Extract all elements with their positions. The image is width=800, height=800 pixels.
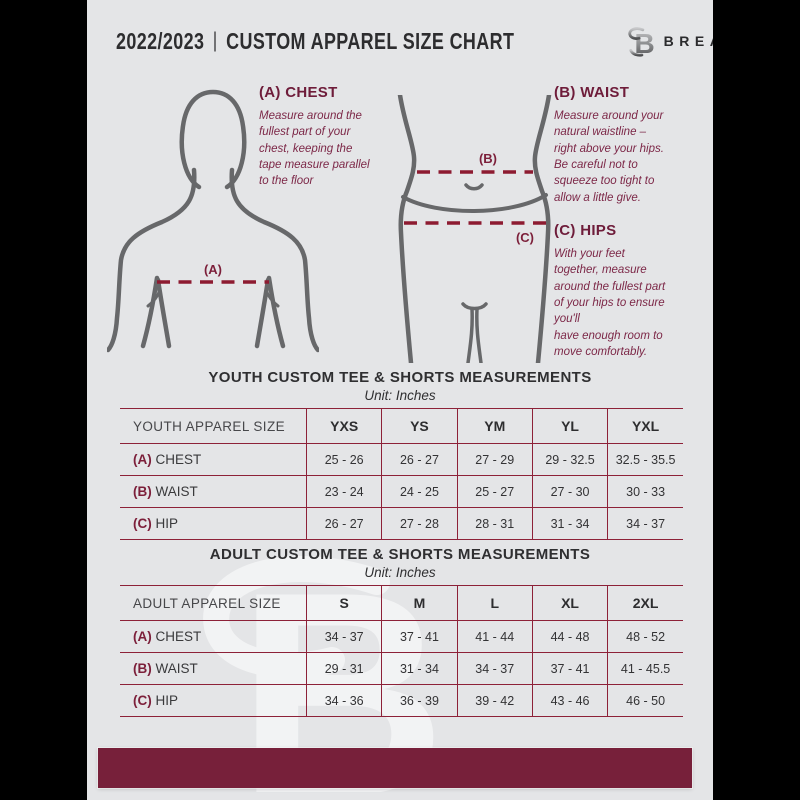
size-column-header: M: [381, 585, 458, 621]
row-letter: (B): [133, 484, 152, 499]
row-letter: (A): [133, 629, 152, 644]
size-column-header: YM: [456, 408, 533, 444]
measurement-value-cell: 28 - 31: [456, 507, 533, 540]
size-column-header: YXL: [607, 408, 683, 444]
measurement-row: (B) WAIST 23 - 24 24 - 25 25 - 27 27 - 30 30 …: [120, 475, 683, 508]
apparel-size-column-header: ADULT APPAREL SIZE: [133, 595, 281, 611]
measurement-row: (C) HIP 34 - 36 36 - 39 39 - 42 43 - 46 46 - …: [120, 684, 683, 717]
measurement-value-cell: 34 - 36: [305, 684, 382, 717]
size-chart-page: B 2022/2023 | CUSTOM APPAREL SIZE CHART …: [87, 0, 713, 800]
measurement-value-cell: 43 - 46: [531, 684, 608, 717]
youth-section-title: YOUTH CUSTOM TEE & SHORTS MEASUREMENTS: [208, 369, 592, 386]
title-year: 2022/2023: [116, 27, 205, 54]
measurement-value-cell: 44 - 48: [531, 620, 608, 653]
measurement-row: (A) CHEST 34 - 37 37 - 41 41 - 44 44 - 48 48 …: [120, 620, 683, 653]
size-column-header: XL: [531, 585, 608, 621]
measurement-value-cell: 31 - 34: [531, 507, 608, 540]
footer-accent-bar: [97, 747, 693, 789]
measurement-row: (B) WAIST 29 - 31 31 - 34 34 - 37 37 - 41 41 …: [120, 652, 683, 685]
size-column-header: YXS: [305, 408, 382, 444]
youth-size-table: YOUTH APPAREL SIZE YXS YS YM YL YXL (A) CHEST 2…: [120, 408, 683, 540]
chest-heading: (A) CHEST: [259, 84, 338, 101]
size-column-header: YS: [381, 408, 458, 444]
measurement-row-label: (C) HIP: [120, 508, 307, 540]
measurement-row-label: (B) WAIST: [120, 653, 307, 685]
hips-line-label: (C): [516, 230, 534, 245]
measurement-value-cell: 24 - 25: [381, 475, 458, 508]
youth-unit-label: Unit: Inches: [364, 388, 436, 403]
row-label-text: WAIST: [151, 484, 198, 499]
adult-unit-label: Unit: Inches: [364, 565, 436, 580]
row-label-text: CHEST: [151, 629, 202, 644]
measurement-value-cell: 27 - 30: [531, 475, 608, 508]
table-header-row: ADULT APPAREL SIZE S M L XL 2XL: [120, 585, 683, 621]
svg-text:B: B: [634, 28, 654, 59]
row-letter: (C): [133, 516, 152, 531]
measurement-value-cell: 41 - 45.5: [607, 652, 683, 685]
measurement-value-cell: 34 - 37: [456, 652, 533, 685]
measurement-value-cell: 23 - 24: [305, 475, 382, 508]
title-text: CUSTOM APPAREL SIZE CHART: [226, 27, 515, 54]
measurement-value-cell: 32.5 - 35.5: [607, 443, 683, 476]
measurement-value-cell: 26 - 27: [381, 443, 458, 476]
apparel-size-column-header: YOUTH APPAREL SIZE: [133, 418, 285, 434]
hips-heading: (C) HIPS: [554, 222, 617, 239]
size-column-header: 2XL: [607, 585, 683, 621]
measurement-row-label: (A) CHEST: [120, 444, 307, 476]
breakaway-b-logo-icon: B: [628, 27, 654, 59]
measurement-value-cell: 29 - 32.5: [531, 443, 608, 476]
measurement-value-cell: 29 - 31: [305, 652, 382, 685]
measurement-value-cell: 31 - 34: [381, 652, 458, 685]
measurement-value-cell: 34 - 37: [305, 620, 382, 653]
row-label-text: HIP: [151, 693, 179, 708]
size-column-header: S: [305, 585, 382, 621]
adult-size-table: ADULT APPAREL SIZE S M L XL 2XL (A) CHEST 34 - …: [120, 585, 683, 717]
hips-instructions: (C) HIPS With your feet together, measur…: [554, 222, 712, 360]
row-label-text: CHEST: [151, 452, 202, 467]
chest-instructions: (A) CHEST Measure around the fullest par…: [259, 84, 405, 190]
lower-body-diagram: (B) (C): [397, 95, 552, 363]
measurement-value-cell: 27 - 29: [456, 443, 533, 476]
measurement-row: (A) CHEST 25 - 26 26 - 27 27 - 29 29 - 32.5 3…: [120, 443, 683, 476]
measurement-value-cell: 37 - 41: [381, 620, 458, 653]
table-header-row: YOUTH APPAREL SIZE YXS YS YM YL YXL: [120, 408, 683, 444]
chest-line-label: (A): [204, 262, 222, 277]
waist-body-text: Measure around your natural waistline – …: [554, 110, 664, 204]
measurement-value-cell: 41 - 44: [456, 620, 533, 653]
waist-line-label: (B): [479, 151, 497, 166]
measurement-value-cell: 48 - 52: [607, 620, 683, 653]
hips-body-text: With your feet together, measure around …: [554, 248, 666, 358]
waist-heading: (B) WAIST: [554, 84, 630, 101]
brand: B BREAKAWAY: [627, 23, 713, 59]
row-letter: (C): [133, 693, 152, 708]
header: 2022/2023 | CUSTOM APPAREL SIZE CHART B …: [116, 20, 713, 62]
row-letter: (A): [133, 452, 152, 467]
measurement-value-cell: 26 - 27: [305, 507, 382, 540]
measurement-value-cell: 36 - 39: [381, 684, 458, 717]
measurement-value-cell: 30 - 33: [607, 475, 683, 508]
measurement-value-cell: 25 - 27: [456, 475, 533, 508]
measurement-value-cell: 46 - 50: [607, 684, 683, 717]
adult-section-title: ADULT CUSTOM TEE & SHORTS MEASUREMENTS: [209, 546, 591, 563]
torso-diagram: (A): [107, 89, 319, 353]
measurement-row-label: (A) CHEST: [120, 621, 307, 653]
measurement-value-cell: 27 - 28: [381, 507, 458, 540]
measurement-value-cell: 37 - 41: [531, 652, 608, 685]
measurement-value-cell: 25 - 26: [305, 443, 382, 476]
measurement-value-cell: 39 - 42: [456, 684, 533, 717]
title-separator: |: [212, 29, 218, 52]
measurement-row-label: (C) HIP: [120, 685, 307, 717]
row-label-text: HIP: [151, 516, 179, 531]
row-letter: (B): [133, 661, 152, 676]
chest-body-text: Measure around the fullest part of your …: [259, 110, 370, 188]
page-title: 2022/2023 | CUSTOM APPAREL SIZE CHART: [116, 28, 514, 55]
brand-name: BREAKAWAY: [663, 33, 713, 49]
measurement-row: (C) HIP 26 - 27 27 - 28 28 - 31 31 - 34 34 - …: [120, 507, 683, 540]
row-label-text: WAIST: [151, 661, 198, 676]
waist-instructions: (B) WAIST Measure around your natural wa…: [554, 84, 708, 206]
measurement-row-label: (B) WAIST: [120, 476, 307, 508]
measurement-value-cell: 34 - 37: [607, 507, 683, 540]
size-column-header: L: [456, 585, 533, 621]
size-column-header: YL: [531, 408, 608, 444]
